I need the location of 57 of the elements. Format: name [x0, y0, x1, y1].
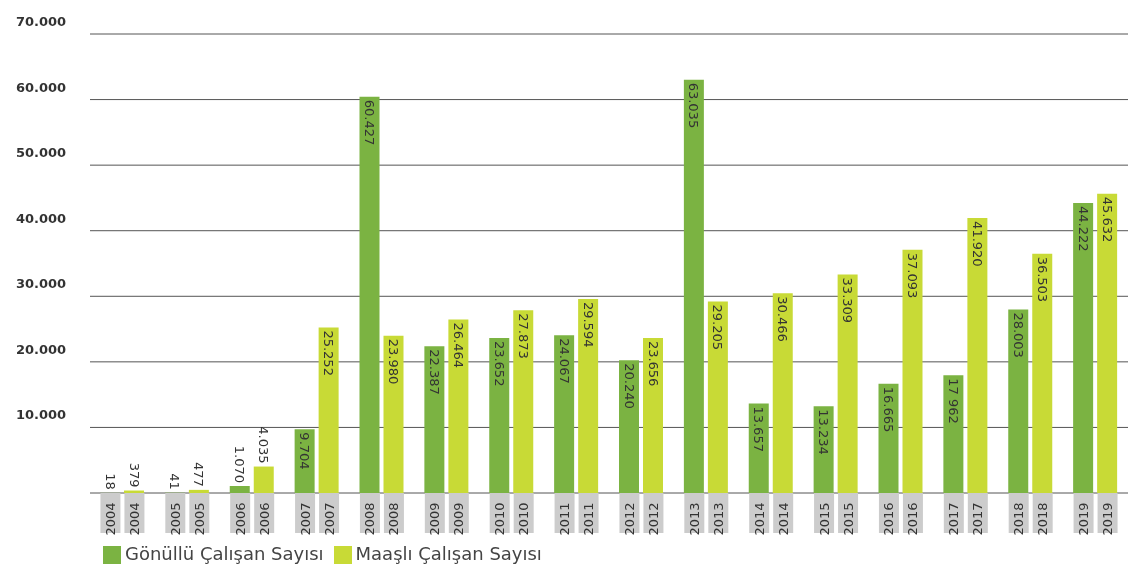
data-label: 29.205: [710, 304, 726, 350]
data-label: 379: [126, 462, 142, 488]
x-tick-label: 2009: [427, 502, 443, 536]
y-tick-label: 50.000: [16, 145, 67, 161]
data-label: 45.632: [1099, 196, 1115, 243]
data-label: 9.704: [297, 432, 313, 470]
y-tick-label: 10.000: [16, 407, 67, 423]
data-label: 29.594: [580, 301, 596, 348]
x-tick-label: 2016: [881, 502, 897, 536]
x-tick-label: 2012: [621, 502, 637, 536]
data-label: 36.503: [1034, 256, 1050, 303]
data-label: 41: [167, 473, 183, 490]
data-label: 22.387: [426, 349, 442, 395]
data-label: 28.003: [1010, 312, 1026, 358]
data-label: 13.234: [816, 409, 832, 455]
data-label: 4.035: [256, 426, 272, 464]
data-label: 13.657: [751, 406, 767, 452]
data-label: 25.252: [321, 330, 337, 376]
data-label: 20.240: [621, 363, 637, 409]
data-label: 24.067: [556, 338, 572, 384]
data-label: 23.652: [491, 340, 507, 387]
data-label: 17 962: [945, 378, 961, 424]
data-label: 44.222: [1075, 206, 1091, 252]
y-tick-label: 60.000: [16, 79, 67, 95]
x-tick-label: 2005: [167, 502, 183, 536]
x-tick-label: 2010: [492, 502, 508, 536]
x-tick-label: 2017: [946, 502, 962, 536]
y-tick-label: 30.000: [16, 276, 67, 292]
data-label: 26.464: [450, 322, 466, 368]
data-label: 27.873: [515, 313, 531, 359]
y-tick-label: 20.000: [16, 341, 67, 357]
data-label: 23.980: [386, 338, 401, 385]
data-label: 33.309: [840, 277, 856, 324]
data-label: 1.070: [232, 445, 248, 483]
legend-label: Maaşlı Çalışan Sayısı: [355, 543, 542, 564]
x-tick-label: 2004: [102, 502, 118, 536]
y-tick-label: 40.000: [16, 210, 67, 226]
data-label: 41.920: [969, 221, 985, 267]
data-label: 18: [102, 473, 118, 490]
x-tick-label: 2008: [362, 502, 378, 536]
data-label: 477: [191, 462, 207, 487]
data-label: 23.656: [645, 340, 661, 387]
x-tick-label: 2007: [297, 502, 313, 536]
legend-label: Gönüllü Çalışan Sayısı: [125, 543, 324, 564]
x-tick-label: 2013: [686, 502, 702, 536]
y-tick-label: 70.000: [16, 14, 67, 29]
data-label: 30.466: [775, 296, 791, 342]
x-tick-label: 2006: [232, 502, 248, 536]
data-label: 63.035: [686, 82, 702, 129]
x-tick-label: 2015: [816, 502, 832, 536]
data-label: 60.427: [362, 99, 377, 146]
x-tick-label: 2011: [557, 502, 573, 536]
x-tick-label: 2018: [1011, 502, 1027, 536]
data-label: 37.093: [905, 252, 920, 299]
data-label: 16.665: [881, 386, 896, 433]
x-tick-label: 2014: [751, 502, 767, 536]
x-tick-label: 2019: [1076, 502, 1092, 536]
